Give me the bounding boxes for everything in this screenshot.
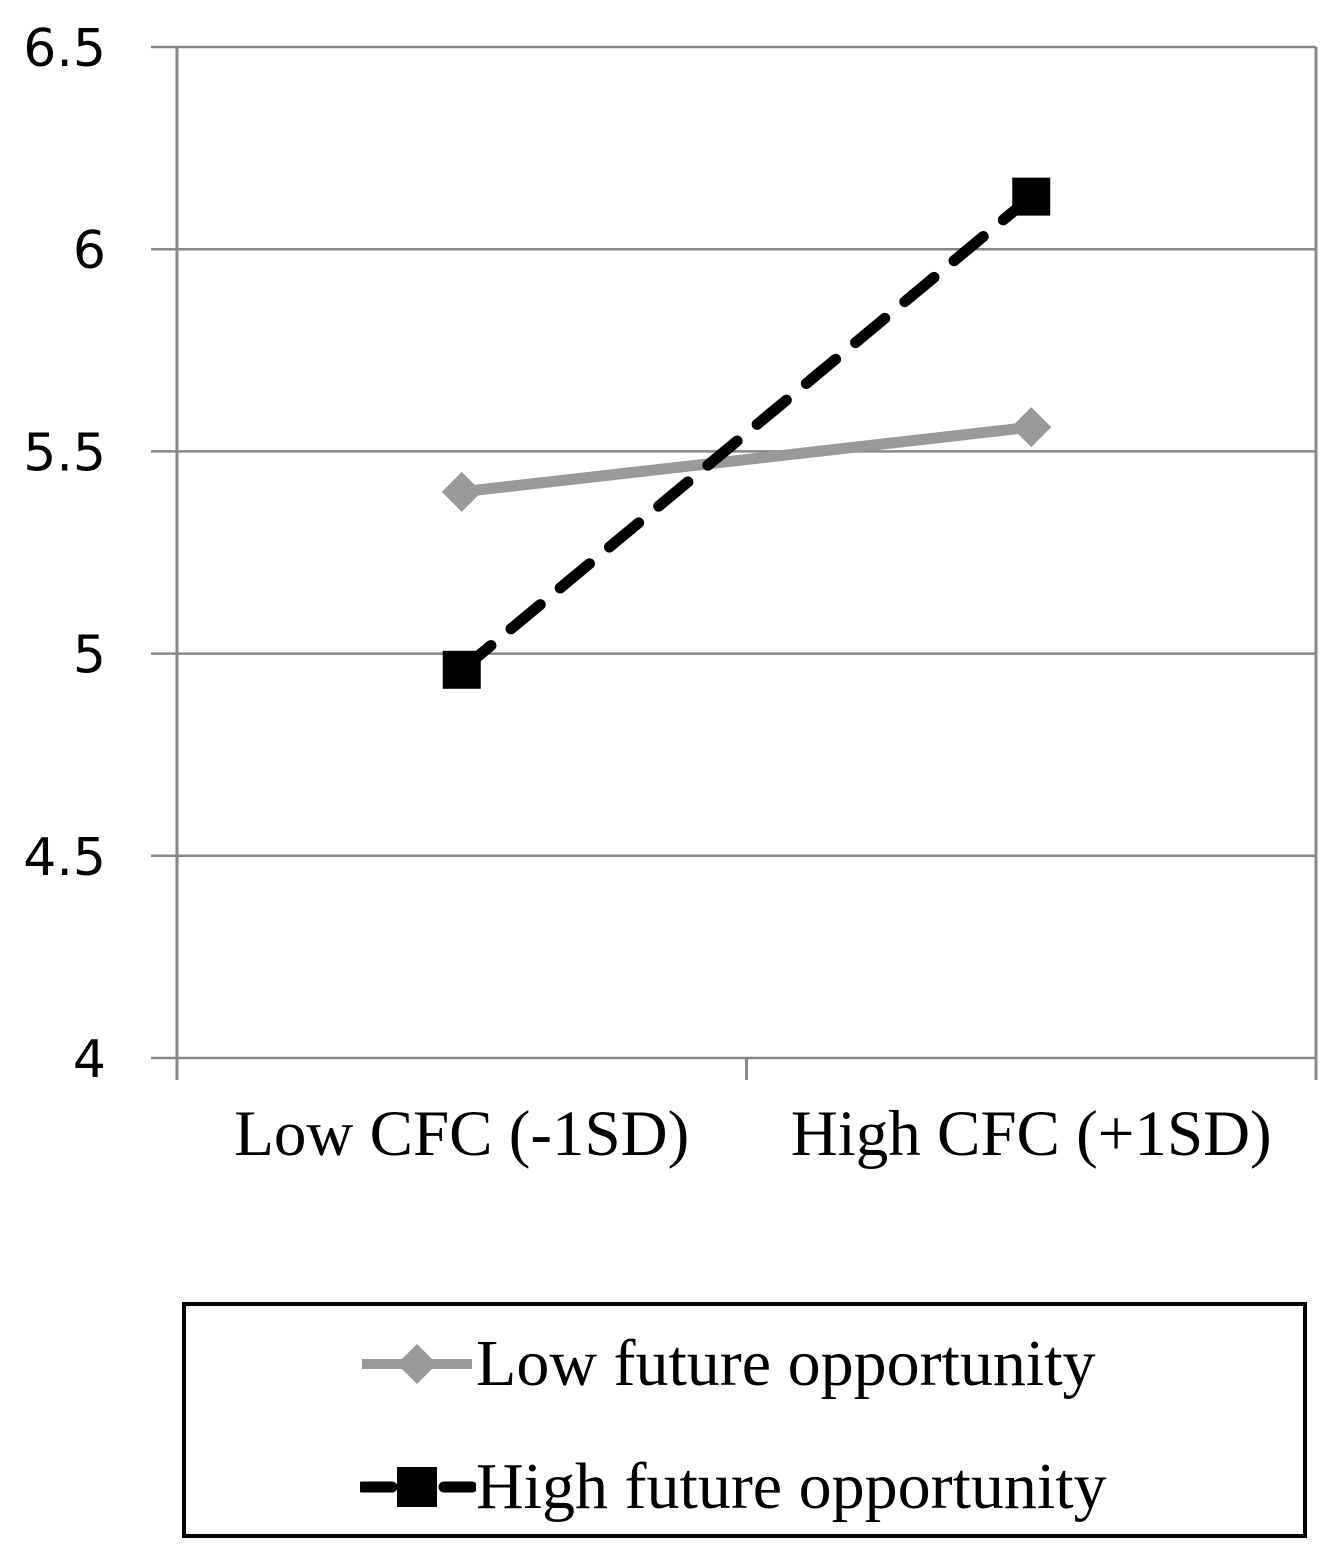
series-line-low-future-opportunity — [461, 421, 1032, 498]
data-point-marker-square — [1012, 177, 1051, 216]
legend-marker-low-future-icon — [362, 1344, 472, 1384]
y-axis-tick-label: 4 — [73, 1030, 106, 1090]
legend-item-high-future: High future opportunity — [360, 1441, 1107, 1533]
legend-label-low-future: Low future opportunity — [476, 1327, 1096, 1400]
y-axis-tick-label: 5.5 — [23, 423, 106, 483]
data-point-marker-square — [397, 1467, 437, 1507]
legend-box: Low future opportunity High future oppor… — [182, 1302, 1307, 1538]
legend-item-low-future: Low future opportunity — [360, 1318, 1096, 1410]
data-point-marker-diamond — [397, 1344, 437, 1384]
legend-label-high-future: High future opportunity — [476, 1450, 1107, 1523]
y-axis-tick-label: 6.5 — [23, 19, 106, 79]
x-category-label: Low CFC (-1SD) — [234, 1098, 689, 1170]
data-point-marker-square — [442, 650, 481, 689]
series-line-high-future-opportunity — [456, 191, 1037, 676]
y-axis-tick-label: 4.5 — [23, 828, 106, 888]
data-point-marker-diamond — [1011, 407, 1052, 448]
y-axis-tick-label: 5 — [73, 626, 106, 686]
x-category-label: High CFC (+1SD) — [791, 1098, 1272, 1170]
y-axis-tick-label: 6 — [73, 221, 106, 281]
data-point-marker-diamond — [441, 471, 482, 512]
legend-marker-high-future-icon — [360, 1467, 476, 1507]
